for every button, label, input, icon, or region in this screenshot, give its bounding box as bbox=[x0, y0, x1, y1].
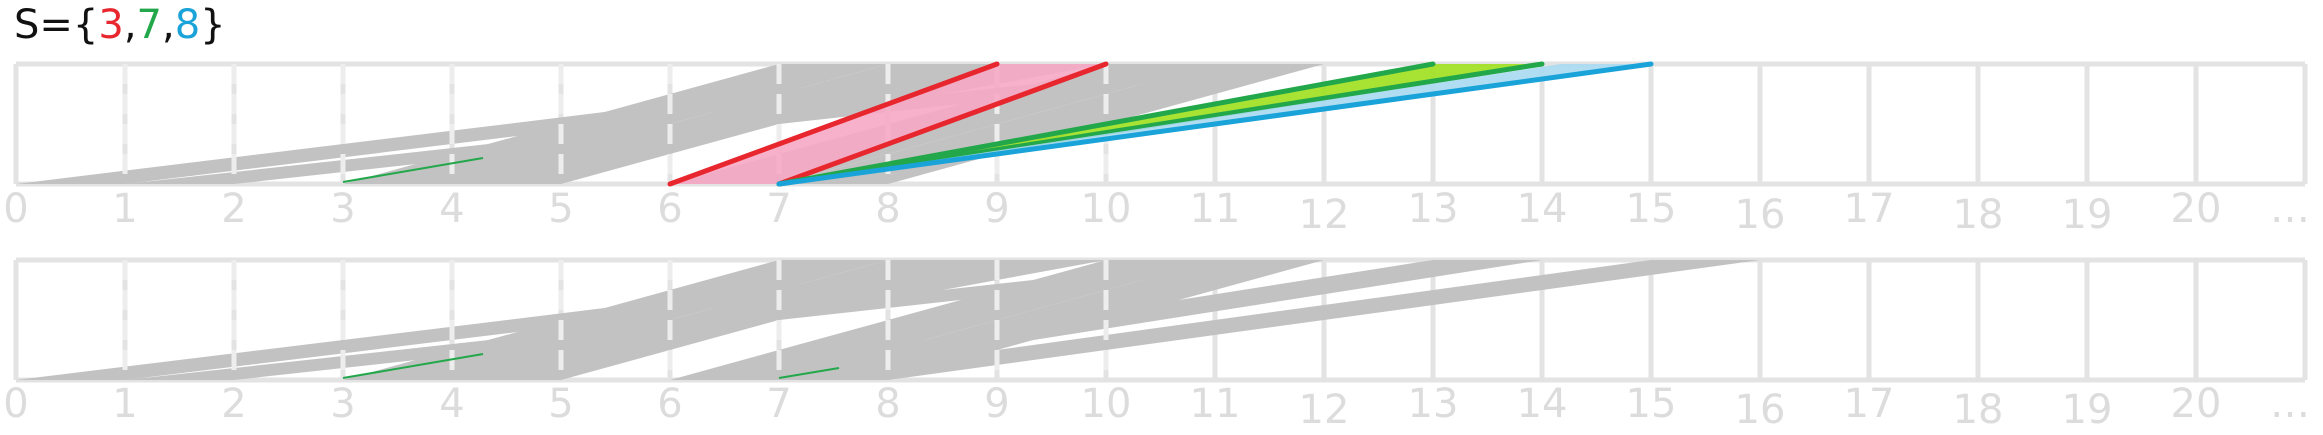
axis-tick-label: 0 bbox=[3, 381, 28, 427]
gray-band bbox=[452, 64, 997, 184]
axis-tick-label: 8 bbox=[875, 381, 900, 427]
highlight-edge bbox=[776, 61, 1109, 187]
axis-tick-label: 9 bbox=[984, 186, 1009, 232]
top-panel: 0 1 2 3 4 5 6 7 8 9 10 11 12 13 14 15 16 17 18 19 20… bbox=[3, 61, 2310, 238]
axis-tick-label: 16 bbox=[1735, 387, 1786, 433]
axis-tick-label: 1 bbox=[112, 186, 137, 232]
axis-tick-label: 15 bbox=[1626, 381, 1677, 427]
axis-tick-label: … bbox=[2270, 186, 2310, 232]
axis-tick-label: 9 bbox=[984, 381, 1009, 427]
axis-tick-label: 2 bbox=[221, 381, 246, 427]
gray-band bbox=[670, 260, 1215, 380]
axis-tick-label: 13 bbox=[1408, 381, 1459, 427]
axis-tick-label: 2 bbox=[221, 186, 246, 232]
axis-tick-label: 20 bbox=[2171, 381, 2222, 427]
axis-tick-label: 7 bbox=[766, 186, 791, 232]
highlight-band bbox=[670, 64, 1106, 184]
axis-tick-label: 17 bbox=[1844, 186, 1895, 232]
axis-tick-label: 10 bbox=[1081, 381, 1132, 427]
gray-band bbox=[779, 260, 1760, 380]
axis-tick-label: 0 bbox=[3, 186, 28, 232]
set-element-2: 7 bbox=[136, 2, 162, 48]
axis-tick-label: 5 bbox=[548, 186, 573, 232]
axis-tick-label: 10 bbox=[1081, 186, 1132, 232]
axis-tick-label: 8 bbox=[875, 186, 900, 232]
set-element-3: 8 bbox=[174, 2, 201, 48]
set-separator: , bbox=[123, 2, 137, 48]
axis-tick-label: 20 bbox=[2171, 186, 2222, 232]
highlight-edge bbox=[776, 61, 1654, 187]
axis-tick-label: 19 bbox=[2062, 192, 2113, 238]
highlight-edge bbox=[776, 61, 1436, 187]
axis-tick-label: 12 bbox=[1299, 387, 1350, 433]
set-element-1: 3 bbox=[98, 2, 124, 48]
axis-tick-label: 14 bbox=[1517, 186, 1568, 232]
axis-tick-label: 17 bbox=[1844, 381, 1895, 427]
small-green-mark bbox=[342, 353, 484, 379]
axis-tick-label: 11 bbox=[1190, 381, 1241, 427]
axis-tick-label: 6 bbox=[657, 186, 682, 232]
axis-tick-label: 18 bbox=[1953, 387, 2004, 433]
set-separator: , bbox=[161, 2, 175, 48]
axis-tick-label: 6 bbox=[657, 381, 682, 427]
axis-tick-label: … bbox=[2270, 381, 2310, 427]
axis-tick-label: 12 bbox=[1299, 192, 1350, 238]
axis-tick-label: 18 bbox=[1953, 192, 2004, 238]
gray-band bbox=[452, 260, 997, 380]
axis-tick-label: 1 bbox=[112, 381, 137, 427]
gray-band bbox=[343, 260, 888, 380]
axis-tick-label: 5 bbox=[548, 381, 573, 427]
set-open-brace: { bbox=[72, 2, 99, 48]
axis-tick-label: 11 bbox=[1190, 186, 1241, 232]
axis-tick-label: 3 bbox=[330, 381, 355, 427]
axis-tick-label: 4 bbox=[439, 186, 464, 232]
bottom-panel: 0 1 2 3 4 5 6 7 8 9 10 11 12 13 14 15 16 17 18 19 20… bbox=[3, 257, 2310, 433]
axis-tick-label: 15 bbox=[1626, 186, 1677, 232]
axis-tick-label: 19 bbox=[2062, 387, 2113, 433]
set-label: S={3,7,8} bbox=[14, 0, 226, 50]
axis-tick-label: 3 bbox=[330, 186, 355, 232]
axis-tick-label: 13 bbox=[1408, 186, 1459, 232]
axis-tick-label: 14 bbox=[1517, 381, 1568, 427]
small-green-mark bbox=[778, 367, 840, 379]
axis-tick-label: 4 bbox=[439, 381, 464, 427]
axis-tick-label: 7 bbox=[766, 381, 791, 427]
set-close-brace: } bbox=[200, 2, 226, 48]
gray-band bbox=[779, 64, 1324, 184]
gray-band bbox=[343, 64, 888, 184]
set-prefix: S= bbox=[14, 2, 73, 48]
axis-tick-label: 16 bbox=[1735, 192, 1786, 238]
highlight-edge bbox=[667, 61, 1000, 187]
small-green-mark bbox=[342, 157, 484, 183]
